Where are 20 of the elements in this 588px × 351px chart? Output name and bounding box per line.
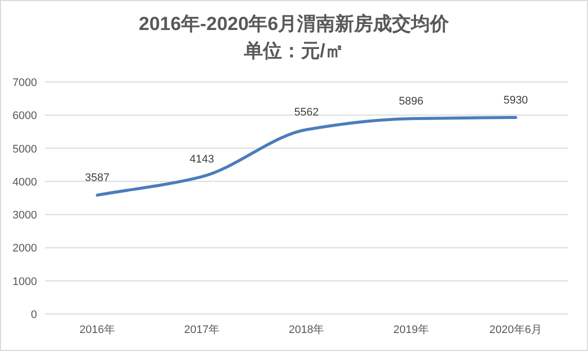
y-tick-label: 5000 — [12, 143, 37, 156]
chart-title: 2016年-2020年6月渭南新房成交均价 — [138, 13, 450, 35]
x-tick-label: 2016年 — [80, 324, 116, 336]
chart-subtitle: 单位：元/㎡ — [242, 40, 344, 62]
x-tick-label: 2017年 — [184, 324, 220, 336]
data-label: 5562 — [294, 106, 319, 119]
x-tick-label: 2018年 — [288, 324, 324, 336]
y-tick-label: 1000 — [12, 276, 37, 288]
y-tick-label: 4000 — [12, 176, 37, 188]
y-tick-label: 3000 — [12, 210, 37, 222]
x-tick-label: 2019年 — [393, 324, 429, 336]
data-label: 3587 — [85, 172, 110, 184]
y-tick-label: 6000 — [12, 110, 37, 122]
data-label: 5930 — [503, 94, 528, 106]
data-label: 4143 — [190, 154, 214, 166]
y-tick-label: 7000 — [12, 77, 37, 89]
y-tick-label: 0 — [30, 309, 37, 321]
x-tick-label: 2020年6月 — [489, 324, 542, 336]
y-tick-label: 2000 — [12, 242, 37, 255]
data-label: 5896 — [398, 96, 424, 108]
